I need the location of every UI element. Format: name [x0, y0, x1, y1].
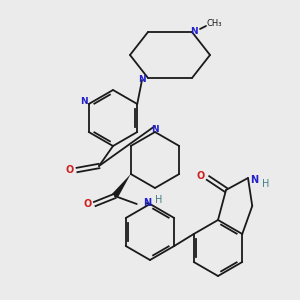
Text: H: H — [262, 179, 270, 189]
Text: O: O — [84, 199, 92, 209]
Text: O: O — [197, 171, 205, 181]
Text: O: O — [66, 165, 74, 175]
Polygon shape — [112, 174, 131, 198]
Text: N: N — [80, 98, 88, 106]
Text: N: N — [143, 198, 151, 208]
Text: N: N — [190, 26, 198, 35]
Text: N: N — [138, 76, 146, 85]
Text: N: N — [151, 124, 159, 134]
Text: N: N — [250, 175, 258, 185]
Text: H: H — [155, 195, 162, 205]
Text: CH₃: CH₃ — [206, 20, 222, 28]
